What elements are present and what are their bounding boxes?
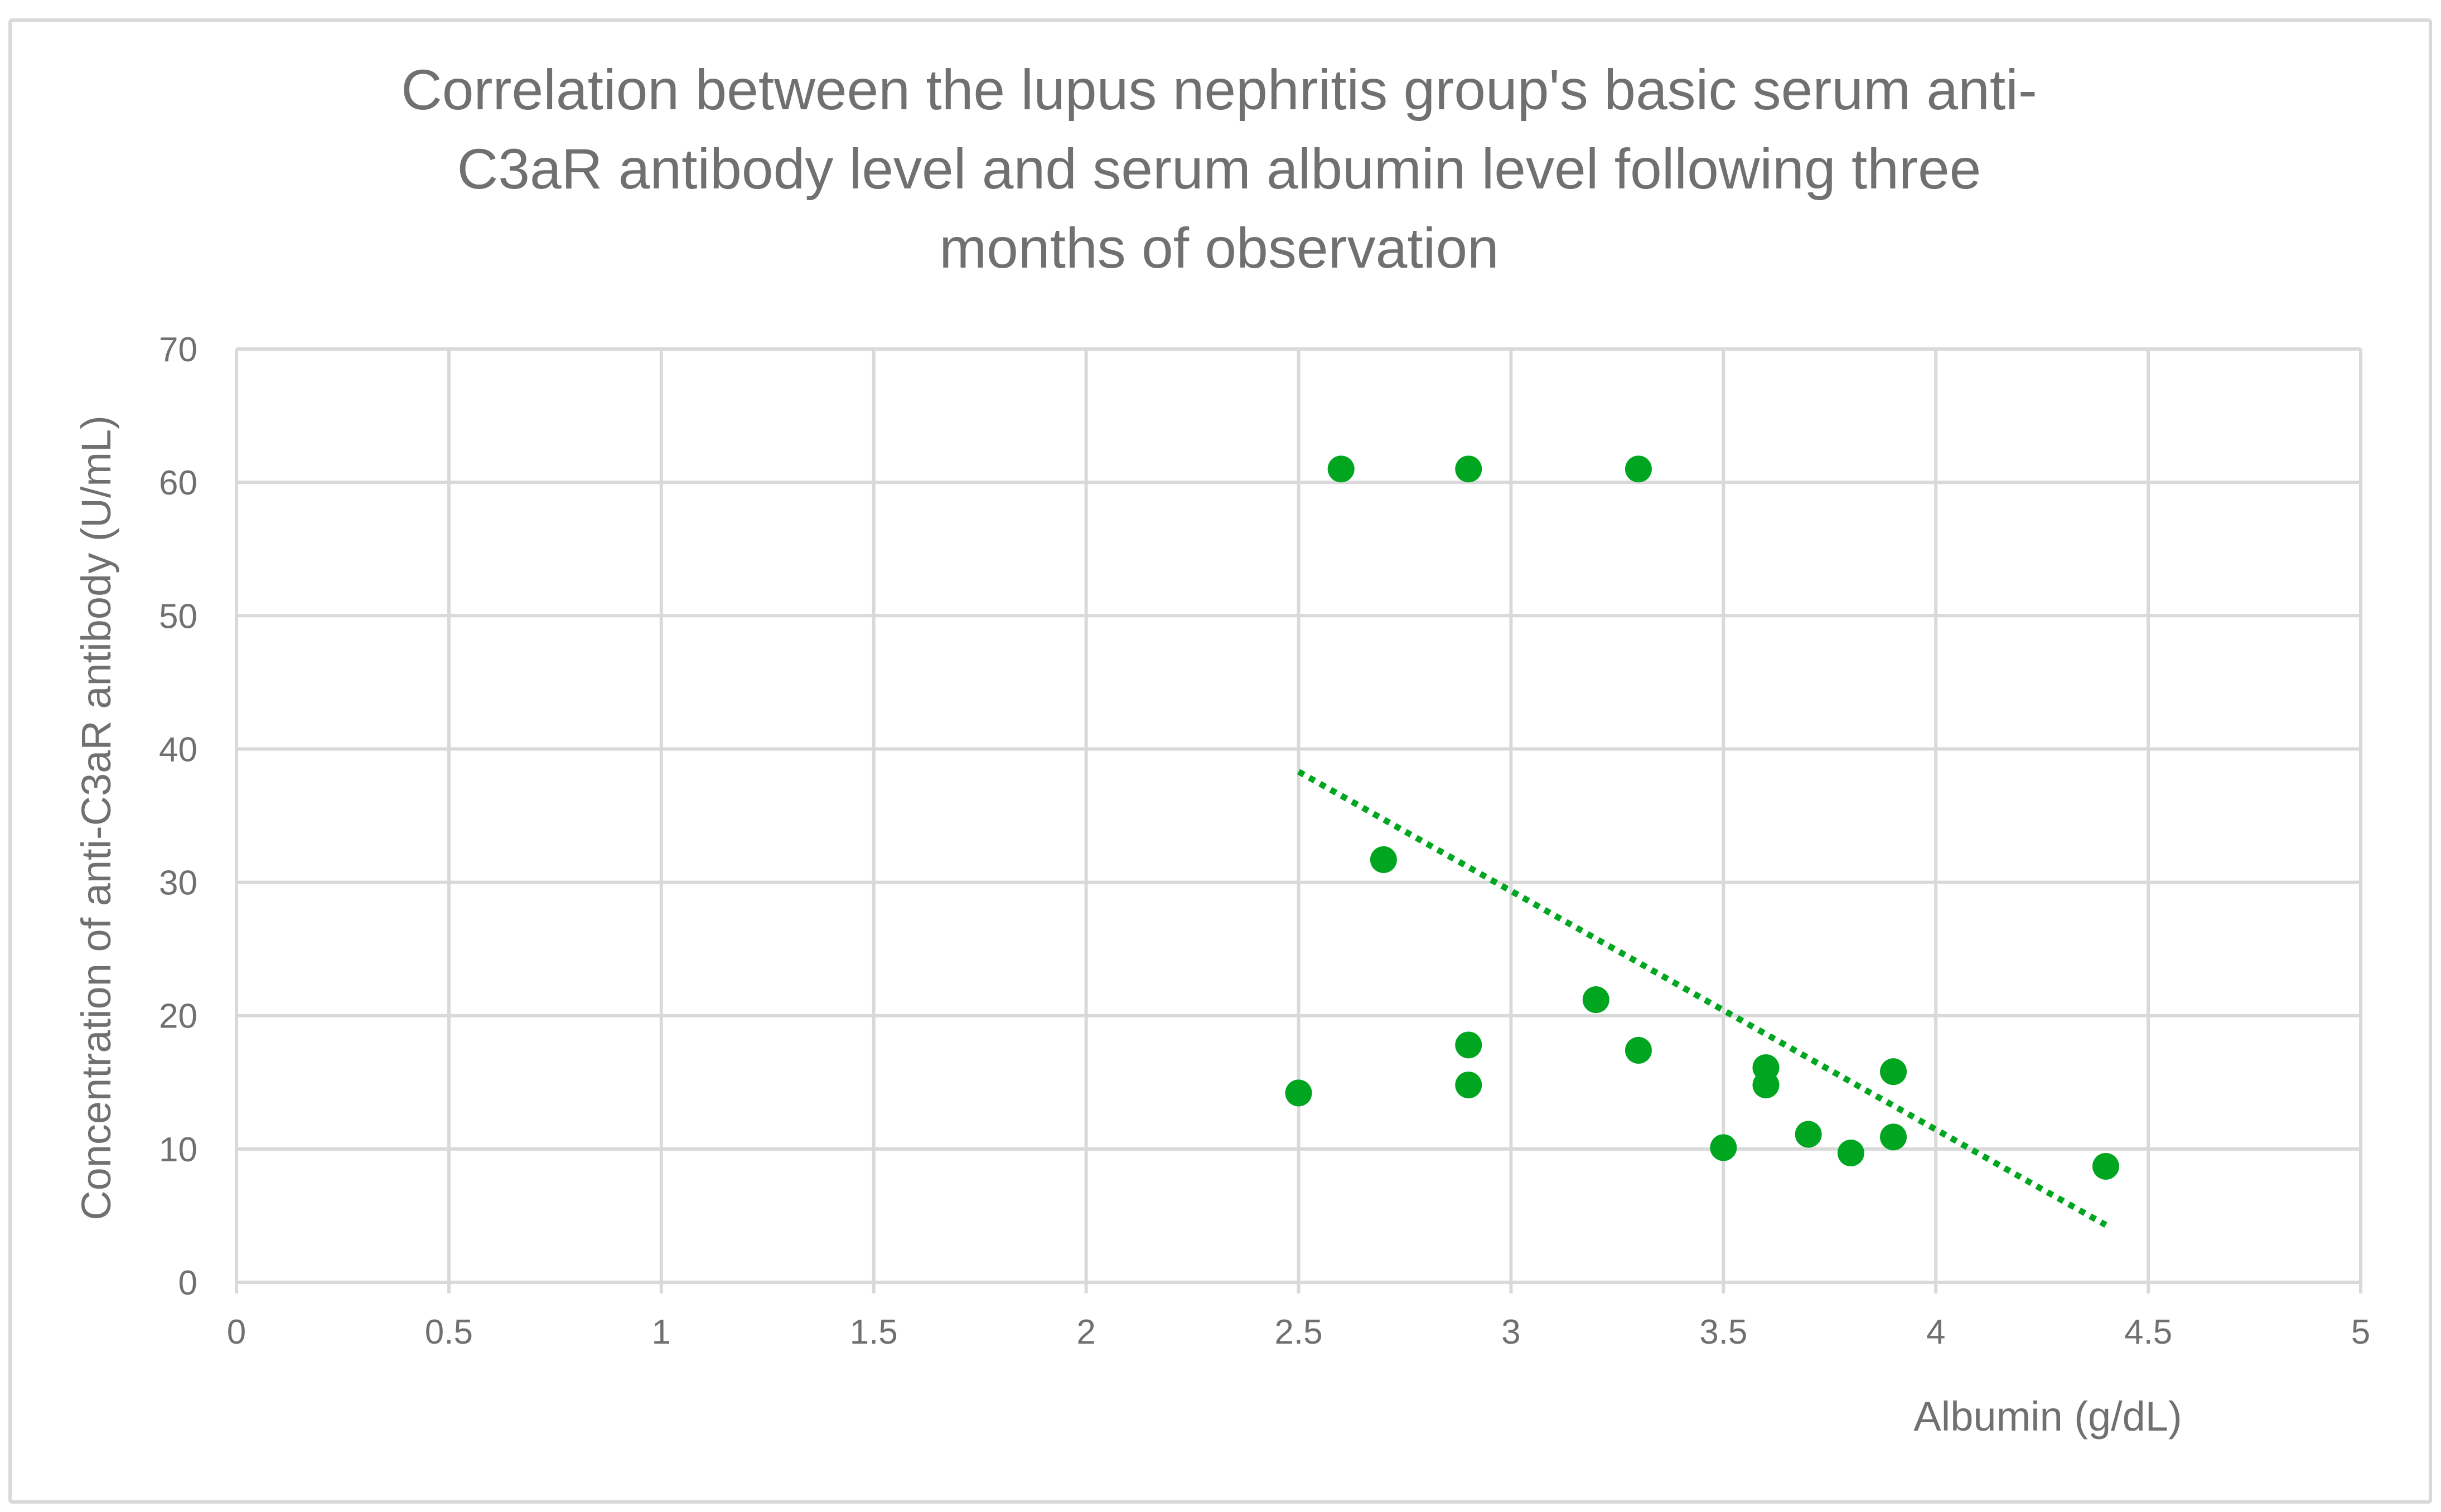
data-point (2092, 1152, 2119, 1180)
x-tick-label: 4 (1926, 1313, 1945, 1351)
x-tick-label: 0.5 (425, 1313, 473, 1351)
y-tick-label: 30 (159, 864, 197, 903)
data-point (1795, 1121, 1822, 1148)
data-point (1625, 455, 1652, 483)
y-tick-label: 70 (159, 331, 197, 369)
data-point (1370, 846, 1397, 873)
x-tick-label: 0 (227, 1313, 246, 1351)
data-point (1455, 1031, 1482, 1059)
x-tick-label: 3 (1501, 1313, 1520, 1351)
gridlines (236, 347, 2362, 1282)
data-point (1837, 1140, 1864, 1167)
data-point (1582, 986, 1609, 1014)
x-tick-label: 1 (652, 1313, 671, 1351)
y-tick-label: 10 (159, 1131, 197, 1169)
y-tick-label: 40 (159, 730, 197, 769)
x-tick-label: 5 (2351, 1313, 2370, 1351)
chart-title-line-1: Correlation between the lupus nephritis … (401, 58, 2037, 122)
x-tick-label: 1.5 (850, 1313, 898, 1351)
trendline (1297, 769, 2108, 1228)
data-points (1285, 455, 2119, 1180)
x-axis-tick-labels: 0 0.5 1 1.5 2 2.5 3 3.5 4 4.5 5 (227, 1313, 2370, 1351)
x-tick-label: 4.5 (2124, 1313, 2172, 1351)
x-axis-title: Albumin (g/dL) (1913, 1393, 2182, 1440)
data-point (1710, 1134, 1737, 1161)
x-tick-label: 2 (1076, 1313, 1095, 1351)
y-tick-label: 20 (159, 997, 197, 1036)
chart-title-line-3: months of observation (939, 216, 1499, 280)
y-axis-title: Concentration of anti-C3aR antibody (U/m… (73, 415, 119, 1220)
y-tick-label: 0 (178, 1264, 197, 1302)
data-point (1455, 455, 1482, 483)
chart-border (8, 18, 2432, 1504)
y-tick-label: 60 (159, 464, 197, 502)
data-point (1285, 1079, 1312, 1107)
data-point (1752, 1072, 1780, 1099)
trendline-group (1297, 769, 2108, 1228)
axes (235, 349, 2362, 1293)
data-point (1625, 1036, 1652, 1064)
y-tick-label: 50 (159, 597, 197, 636)
y-axis-tick-labels: 0 10 20 30 40 50 60 70 (159, 331, 197, 1302)
data-point (1880, 1123, 1907, 1151)
data-point (1455, 1072, 1482, 1099)
data-point (1327, 455, 1355, 483)
chart-title-line-2: C3aR antibody level and serum albumin le… (457, 137, 1981, 201)
data-point (1880, 1058, 1907, 1085)
x-tick-label: 2.5 (1274, 1313, 1322, 1351)
x-tick-label: 3.5 (1699, 1313, 1747, 1351)
